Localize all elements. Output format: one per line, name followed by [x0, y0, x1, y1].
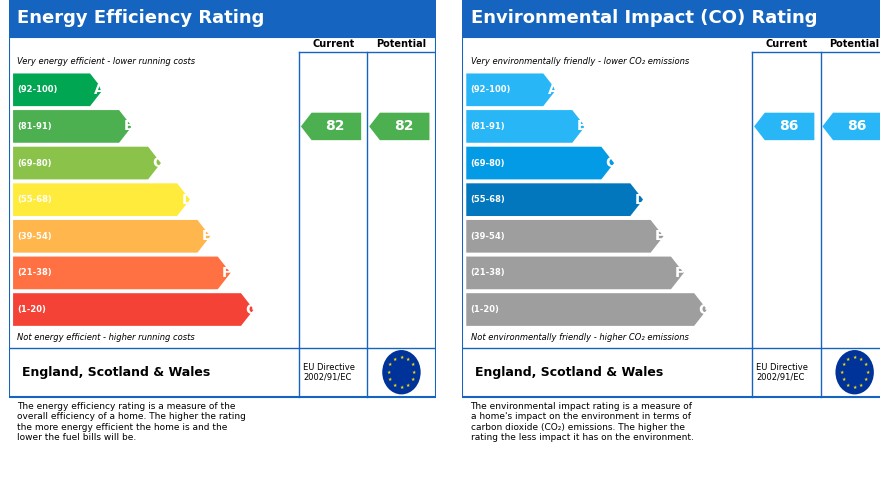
- Text: ★: ★: [392, 383, 397, 387]
- Polygon shape: [466, 73, 556, 106]
- Polygon shape: [13, 220, 210, 252]
- Text: ★: ★: [388, 377, 392, 382]
- Circle shape: [835, 350, 874, 394]
- Polygon shape: [13, 147, 161, 179]
- Text: ★: ★: [386, 370, 391, 375]
- Text: ★: ★: [853, 385, 857, 389]
- Text: 86: 86: [779, 119, 798, 134]
- Text: Very environmentally friendly - lower CO₂ emissions: Very environmentally friendly - lower CO…: [471, 57, 689, 66]
- Bar: [462, 37, 880, 397]
- Text: B: B: [123, 119, 134, 134]
- Text: ★: ★: [841, 362, 846, 367]
- Text: ★: ★: [392, 357, 397, 362]
- Text: A: A: [547, 83, 558, 97]
- Text: E: E: [202, 229, 211, 243]
- Text: EU Directive
2002/91/EC: EU Directive 2002/91/EC: [304, 362, 356, 382]
- Text: 82: 82: [394, 119, 414, 134]
- Polygon shape: [13, 256, 231, 289]
- Text: B: B: [576, 119, 587, 134]
- Text: (1-20): (1-20): [471, 305, 500, 314]
- Text: C: C: [152, 156, 163, 170]
- Text: E: E: [655, 229, 664, 243]
- Text: Not energy efficient - higher running costs: Not energy efficient - higher running co…: [18, 333, 195, 342]
- Polygon shape: [466, 183, 643, 216]
- Text: ★: ★: [846, 383, 850, 387]
- Text: (55-68): (55-68): [471, 195, 505, 204]
- Bar: [9, 0, 436, 37]
- Text: (69-80): (69-80): [18, 159, 52, 168]
- Polygon shape: [13, 293, 253, 326]
- Text: The environmental impact rating is a measure of
a home's impact on the environme: The environmental impact rating is a mea…: [471, 402, 693, 442]
- Text: D: D: [634, 193, 646, 207]
- Text: D: D: [181, 193, 193, 207]
- Polygon shape: [466, 256, 684, 289]
- Text: Potential: Potential: [830, 39, 880, 49]
- Text: Energy Efficiency Rating: Energy Efficiency Rating: [18, 9, 265, 28]
- Polygon shape: [13, 73, 103, 106]
- Bar: [9, 37, 436, 397]
- Text: ★: ★: [400, 385, 404, 389]
- Text: ★: ★: [846, 357, 850, 362]
- Text: Very energy efficient - lower running costs: Very energy efficient - lower running co…: [18, 57, 195, 66]
- Polygon shape: [301, 113, 361, 140]
- Text: The energy efficiency rating is a measure of the
overall efficiency of a home. T: The energy efficiency rating is a measur…: [18, 402, 246, 442]
- Text: 82: 82: [326, 119, 345, 134]
- Text: A: A: [94, 83, 105, 97]
- Text: ★: ★: [865, 370, 869, 375]
- Text: ★: ★: [840, 370, 844, 375]
- Polygon shape: [466, 293, 707, 326]
- Polygon shape: [823, 113, 880, 140]
- Text: G: G: [246, 303, 257, 317]
- Text: Not environmentally friendly - higher CO₂ emissions: Not environmentally friendly - higher CO…: [471, 333, 688, 342]
- Polygon shape: [466, 110, 585, 143]
- Text: Current: Current: [312, 39, 355, 49]
- Text: (81-91): (81-91): [18, 122, 52, 131]
- Text: (55-68): (55-68): [18, 195, 52, 204]
- Text: (92-100): (92-100): [471, 85, 511, 94]
- Text: ★: ★: [410, 362, 414, 367]
- Polygon shape: [466, 220, 664, 252]
- Text: ★: ★: [863, 377, 868, 382]
- Text: (69-80): (69-80): [471, 159, 505, 168]
- Text: Environmental Impact (CO) Rating: Environmental Impact (CO) Rating: [471, 9, 817, 28]
- Text: ★: ★: [388, 362, 392, 367]
- Text: England, Scotland & Wales: England, Scotland & Wales: [475, 366, 663, 379]
- Text: ★: ★: [841, 377, 846, 382]
- Text: (21-38): (21-38): [18, 268, 52, 278]
- Text: England, Scotland & Wales: England, Scotland & Wales: [22, 366, 209, 379]
- Text: (39-54): (39-54): [471, 232, 505, 241]
- Text: ★: ★: [400, 355, 404, 360]
- Text: (1-20): (1-20): [18, 305, 47, 314]
- Text: (39-54): (39-54): [18, 232, 52, 241]
- Text: ★: ★: [863, 362, 868, 367]
- Text: G: G: [699, 303, 710, 317]
- Polygon shape: [13, 183, 190, 216]
- Polygon shape: [754, 113, 814, 140]
- Text: ★: ★: [412, 370, 416, 375]
- Polygon shape: [13, 110, 132, 143]
- Text: EU Directive
2002/91/EC: EU Directive 2002/91/EC: [757, 362, 809, 382]
- Text: ★: ★: [859, 357, 863, 362]
- Text: ★: ★: [853, 355, 857, 360]
- Text: C: C: [605, 156, 616, 170]
- Text: F: F: [675, 266, 685, 280]
- Text: (21-38): (21-38): [471, 268, 505, 278]
- Text: ★: ★: [406, 383, 410, 387]
- Bar: [462, 0, 880, 37]
- Text: ★: ★: [410, 377, 414, 382]
- Text: ★: ★: [406, 357, 410, 362]
- Polygon shape: [370, 113, 429, 140]
- Polygon shape: [466, 147, 614, 179]
- Text: ★: ★: [859, 383, 863, 387]
- Text: Current: Current: [766, 39, 808, 49]
- Text: F: F: [222, 266, 231, 280]
- Text: (92-100): (92-100): [18, 85, 58, 94]
- Text: Potential: Potential: [377, 39, 427, 49]
- Circle shape: [382, 350, 421, 394]
- Text: (81-91): (81-91): [471, 122, 505, 131]
- Text: 86: 86: [847, 119, 867, 134]
